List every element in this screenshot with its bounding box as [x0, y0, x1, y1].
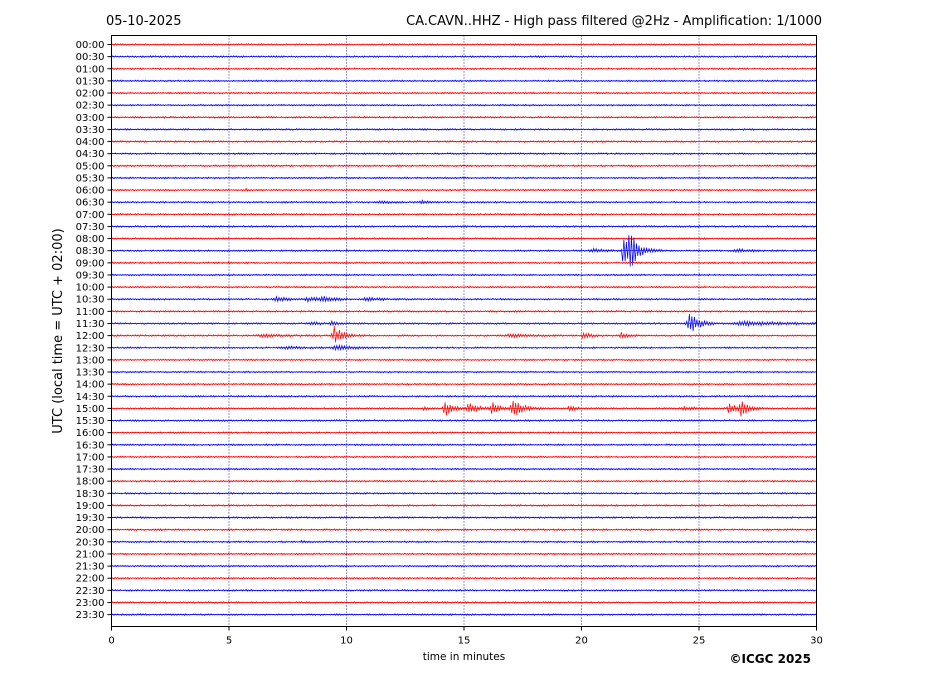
y-tick-label: 04:30: [76, 149, 105, 160]
y-tick-label: 04:00: [76, 137, 105, 148]
y-tick-label: 18:00: [76, 477, 105, 488]
x-tick-label: 10: [340, 636, 353, 647]
y-tick-label: 20:30: [76, 537, 105, 548]
y-tick-label: 21:00: [76, 549, 105, 560]
trace-line: [111, 187, 817, 192]
trace-line: [111, 576, 817, 580]
y-tick-label: 08:00: [76, 234, 105, 245]
date-title: 05-10-2025: [106, 14, 182, 29]
y-tick-label: 10:00: [76, 283, 105, 294]
trace-line: [111, 67, 817, 71]
chart-title: CA.CAVN..HHZ - High pass filtered @2Hz -…: [406, 14, 822, 29]
y-tick-label: 05:00: [76, 161, 105, 172]
y-tick-label: 09:00: [76, 258, 105, 269]
y-tick-label: 08:30: [76, 246, 105, 257]
y-tick-label: 00:00: [76, 40, 105, 51]
y-tick-label: 14:00: [76, 380, 105, 391]
y-tick-label: 15:30: [76, 416, 105, 427]
y-tick-label: 11:00: [76, 307, 105, 318]
x-axis-ticks: 0 5 10 15 20 25 30: [108, 626, 823, 647]
y-tick-label: 19:30: [76, 513, 105, 524]
y-tick-label: 17:00: [76, 452, 105, 463]
y-tick-label: 01:30: [76, 76, 105, 87]
y-axis-label: UTC (local time = UTC + 02:00): [51, 228, 66, 433]
copyright-notice: ©ICGC 2025: [729, 652, 811, 666]
plot-frame: [111, 35, 817, 627]
trace-line: [111, 326, 817, 343]
y-tick-label: 15:00: [76, 404, 105, 415]
y-tick-label: 03:00: [76, 113, 105, 124]
x-tick-label: 20: [575, 636, 588, 647]
y-tick-label: 13:30: [76, 368, 105, 379]
y-tick-label: 16:00: [76, 428, 105, 439]
y-tick-label: 06:00: [76, 186, 105, 197]
y-tick-label: 18:30: [76, 489, 105, 500]
vertical-gridlines: [228, 35, 700, 627]
y-tick-label: 07:00: [76, 210, 105, 221]
y-tick-label: 22:30: [76, 586, 105, 597]
y-tick-label: 01:00: [76, 64, 105, 75]
trace-line: [111, 382, 817, 386]
y-tick-label: 07:30: [76, 222, 105, 233]
y-tick-label: 03:30: [76, 125, 105, 136]
y-tick-label: 09:30: [76, 270, 105, 281]
y-tick-label: 12:00: [76, 331, 105, 342]
trace-line: [111, 343, 817, 352]
y-tick-label: 17:30: [76, 465, 105, 476]
x-tick-label: 5: [226, 636, 232, 647]
y-tick-label: 20:00: [76, 525, 105, 536]
y-tick-label: 10:30: [76, 295, 105, 306]
x-tick-label: 25: [693, 636, 706, 647]
y-tick-label: 11:30: [76, 319, 105, 330]
y-tick-label: 22:00: [76, 574, 105, 585]
y-tick-label: 00:30: [76, 52, 105, 63]
y-tick-label: 06:30: [76, 198, 105, 209]
y-tick-label: 13:00: [76, 355, 105, 366]
y-tick-label: 19:00: [76, 501, 105, 512]
trace-line: [111, 313, 817, 332]
y-tick-label: 16:30: [76, 440, 105, 451]
x-tick-label: 0: [108, 636, 114, 647]
x-tick-label: 30: [810, 636, 823, 647]
y-tick-label: 21:30: [76, 562, 105, 573]
y-tick-label: 23:30: [76, 610, 105, 621]
trace-line: [111, 164, 817, 168]
seismogram-traces: [111, 43, 817, 617]
y-tick-label: 02:00: [76, 89, 105, 100]
x-axis-label: time in minutes: [423, 651, 505, 663]
y-tick-label: 23:00: [76, 598, 105, 609]
x-tick-label: 15: [458, 636, 471, 647]
y-tick-label: 02:30: [76, 101, 105, 112]
y-tick-label: 12:30: [76, 343, 105, 354]
y-tick-label: 14:30: [76, 392, 105, 403]
y-tick-label: 05:30: [76, 173, 105, 184]
